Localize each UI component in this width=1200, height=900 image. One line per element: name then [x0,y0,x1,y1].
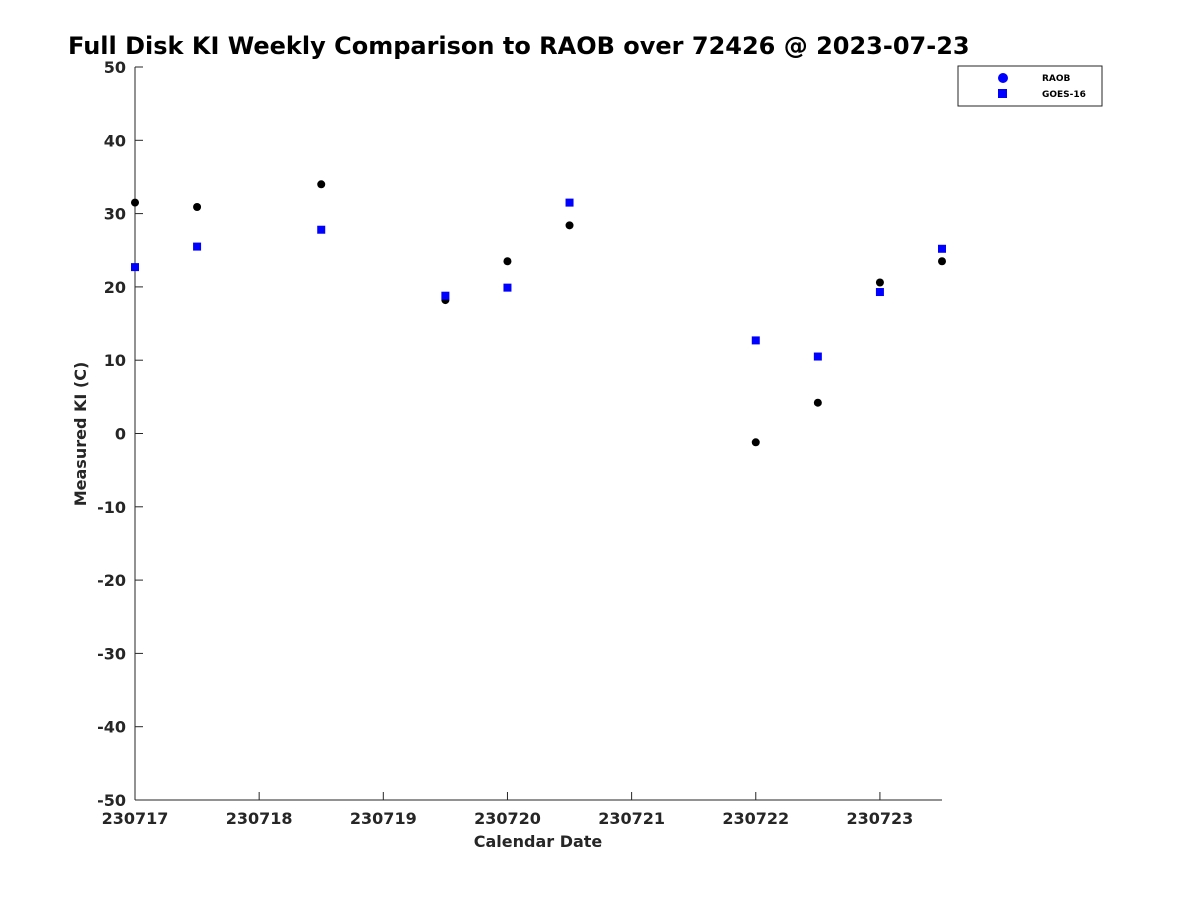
chart-title: Full Disk KI Weekly Comparison to RAOB o… [68,32,970,60]
y-tick-label: -10 [97,498,126,517]
data-point-goes-16 [938,244,946,253]
data-markers [131,180,946,447]
y-tick-label: 50 [104,58,126,77]
y-tick-label: 20 [104,278,126,297]
x-tick-label: 230722 [722,809,789,828]
data-point-raob [875,278,884,287]
data-point-goes-16 [813,352,822,361]
y-tick-label: 10 [104,351,126,370]
x-tick-label: 230717 [102,809,169,828]
y-axis-label: Measured KI (C) [71,362,90,507]
legend-box [957,65,1103,107]
y-tick-label: -40 [97,718,126,737]
y-tick-label: -50 [97,791,126,810]
y-tick-label: -30 [97,644,126,663]
data-point-goes-16 [441,291,450,300]
data-point-goes-16 [751,336,760,345]
y-ticks: -50 -40 -30 -20 -10 0 10 20 30 40 50 [97,58,143,810]
data-point-goes-16 [317,225,326,234]
legend-marker-goes-16 [998,89,1007,98]
x-tick-label: 230719 [350,809,417,828]
data-point-goes-16 [131,263,139,272]
x-axis-label: Calendar Date [474,832,603,851]
x-tick-label: 230718 [226,809,293,828]
data-point-raob [938,257,946,266]
data-point-goes-16 [503,283,512,292]
data-point-raob [317,180,326,189]
data-point-raob [565,221,574,230]
data-point-raob [503,257,512,266]
legend-label-raob: RAOB [1042,74,1071,84]
data-point-goes-16 [565,198,574,207]
data-point-raob [813,398,822,407]
data-point-goes-16 [875,288,884,297]
x-tick-label: 230720 [474,809,541,828]
data-point-raob [751,438,760,447]
y-tick-label: -20 [97,571,126,590]
legend: RAOB GOES-16 [957,65,1103,107]
x-tick-label: 230721 [598,809,665,828]
data-point-goes-16 [193,242,202,251]
y-tick-label: 30 [104,205,126,224]
y-tick-label: 40 [104,131,126,150]
legend-label-goes-16: GOES-16 [1042,90,1086,100]
x-ticks: 230717 230718 230719 230720 230721 230722 2307… [102,792,914,828]
x-tick-label: 230723 [847,809,914,828]
data-point-raob [131,198,139,207]
y-tick-label: 0 [115,425,126,444]
data-point-raob [193,203,202,212]
legend-marker-raob [998,73,1008,83]
